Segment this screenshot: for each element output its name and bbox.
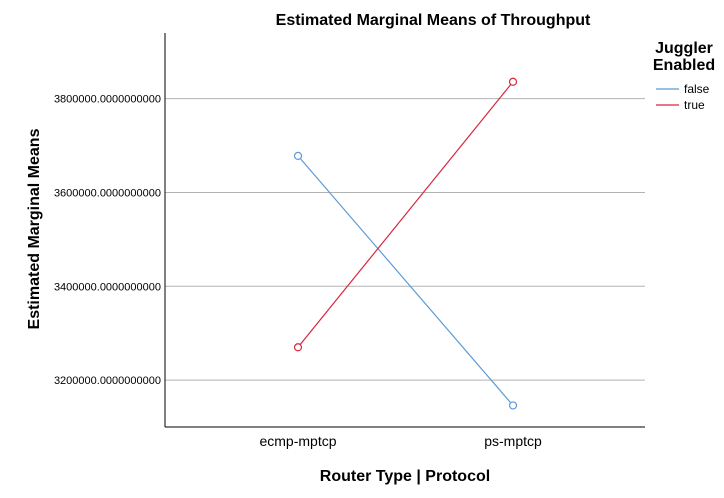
x-tick-label: ps-mptcp: [484, 433, 542, 449]
grid-layer: [165, 98, 645, 381]
axis-layer: [164, 33, 645, 428]
y-ticks-layer: 3200000.0000000000 3400000.0000000000 3600…: [54, 94, 161, 387]
y-tick-label: 3200000.0000000000: [54, 375, 161, 387]
data-point-true: [508, 77, 518, 86]
legend: Juggler Enabled false true: [653, 40, 715, 112]
x-axis-title: Router Type | Protocol: [320, 468, 490, 485]
y-tick-label: 3800000.0000000000: [54, 94, 161, 106]
series-layer: [293, 77, 518, 410]
x-ticks-layer: ecmp-mptcp ps-mptcp: [259, 433, 542, 449]
data-point-false: [293, 151, 303, 160]
legend-label-true: true: [684, 98, 705, 112]
legend-title-line2: Enabled: [653, 57, 715, 74]
legend-items: false true: [656, 82, 710, 112]
series-line-false: [297, 155, 514, 406]
data-point-true: [293, 343, 303, 352]
legend-title-line1: Juggler: [655, 40, 713, 57]
y-tick-label: 3400000.0000000000: [54, 281, 161, 293]
chart-title: Estimated Marginal Means of Throughput: [276, 12, 591, 29]
y-tick-label: 3600000.0000000000: [54, 187, 161, 199]
legend-label-false: false: [684, 82, 710, 96]
series-line-true: [297, 81, 514, 348]
x-tick-label: ecmp-mptcp: [259, 433, 336, 449]
y-axis-title: Estimated Marginal Means: [26, 128, 43, 329]
data-point-false: [508, 401, 518, 410]
